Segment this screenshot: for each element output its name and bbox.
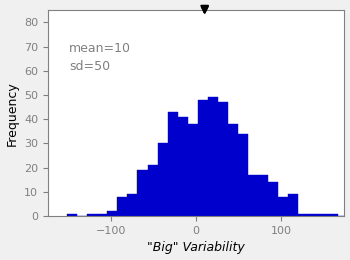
Bar [158,144,168,216]
Bar [138,170,147,216]
X-axis label: "Big" Variability: "Big" Variability [147,242,245,255]
Bar [228,124,238,216]
Bar [288,194,298,216]
Bar [68,214,77,216]
Bar [278,197,288,216]
Bar [258,175,268,216]
Y-axis label: Frequency: Frequency [6,81,19,146]
Bar [177,117,188,216]
Bar [308,214,318,216]
Bar [298,214,308,216]
Bar [97,214,107,216]
Bar [188,124,198,216]
Bar [127,194,138,216]
Bar [318,214,328,216]
Bar [218,102,228,216]
Bar [208,98,218,216]
Bar [248,175,258,216]
Text: mean=10
sd=50: mean=10 sd=50 [69,42,131,73]
Bar [238,134,248,216]
Bar [328,214,338,216]
Bar [198,100,208,216]
Bar [268,182,278,216]
Bar [118,197,127,216]
Bar [88,214,97,216]
Bar [107,211,118,216]
Bar [168,112,177,216]
Bar [147,165,158,216]
